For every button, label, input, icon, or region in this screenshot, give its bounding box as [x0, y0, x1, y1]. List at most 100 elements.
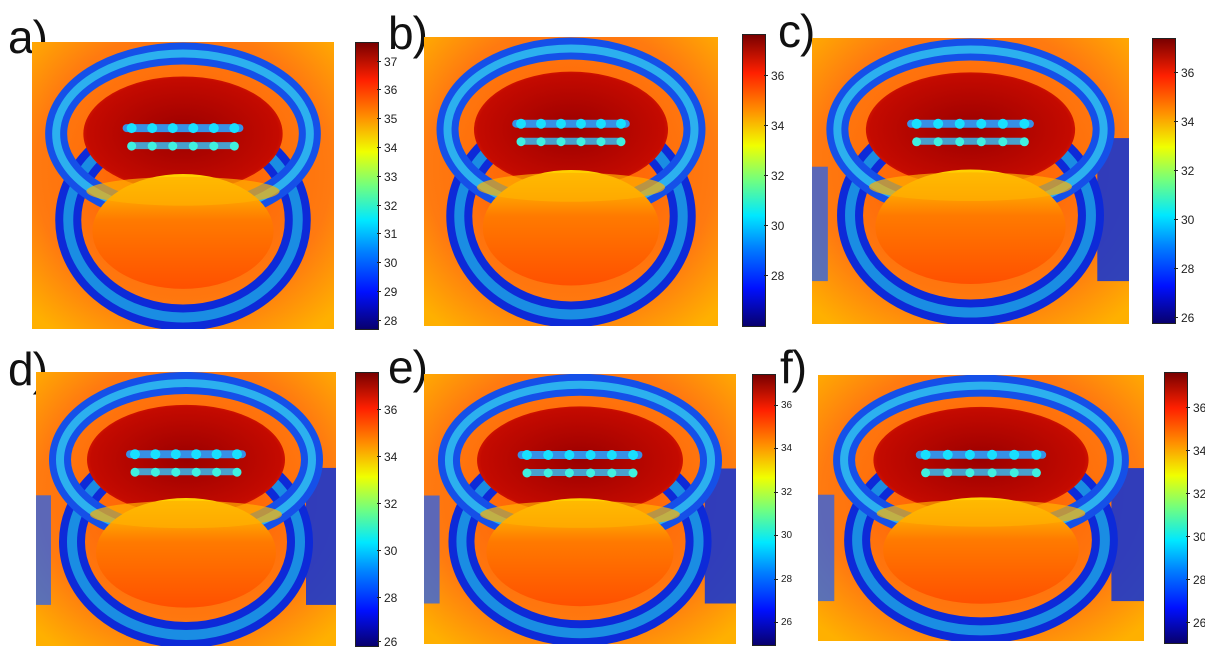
colorbar-a-tick: 35 — [376, 112, 398, 126]
bracket — [536, 118, 547, 129]
panel-label-f: f) — [780, 341, 807, 393]
bracket — [147, 123, 158, 134]
colorbar-d-tick: 26 — [376, 635, 398, 649]
colorbar-e-tick: 28 — [773, 574, 793, 585]
bracket — [955, 137, 965, 147]
bracket — [232, 467, 242, 477]
bracket — [556, 118, 567, 129]
colorbar-c-tick: 32 — [1173, 164, 1195, 178]
lip-edge — [480, 500, 680, 528]
thermal-image-c — [812, 38, 1129, 324]
bracket — [211, 449, 222, 460]
mouth-cavity — [87, 404, 285, 515]
archwire-upper — [122, 124, 244, 133]
bracket — [170, 449, 181, 460]
bracket — [576, 137, 586, 147]
colorbar-f-tick: 32 — [1185, 487, 1205, 501]
bracket — [208, 123, 219, 134]
panel-label-c: c) — [778, 5, 815, 57]
bracket — [150, 467, 160, 477]
bracket — [911, 118, 922, 129]
bracket — [575, 118, 586, 129]
thermal-drawing — [424, 37, 718, 326]
bracket — [1031, 468, 1041, 478]
lip-edge — [90, 500, 282, 529]
bracket — [188, 141, 198, 151]
colorbar-a-tick: 37 — [376, 55, 398, 69]
mouth-cavity — [477, 406, 683, 515]
bracket — [536, 137, 546, 147]
bracket — [606, 450, 617, 460]
colorbar-b-tick: 30 — [763, 219, 785, 233]
bracket — [516, 137, 526, 147]
colorbar-c — [1152, 38, 1176, 324]
bracket — [976, 118, 987, 129]
colorbar-c-tick: 28 — [1173, 262, 1195, 276]
bracket — [616, 137, 626, 147]
colorbar-d — [355, 372, 379, 647]
colorbar-c-tick: 36 — [1173, 66, 1195, 80]
colorbar-a-tick: 31 — [376, 227, 398, 241]
colorbar-f-tick: 36 — [1185, 401, 1205, 415]
bracket — [150, 449, 161, 460]
bracket — [1009, 468, 1019, 478]
colorbar-c-tick: 26 — [1173, 311, 1195, 325]
thermal-image-b — [424, 37, 718, 326]
bracket — [1019, 118, 1030, 129]
thermal-image-a — [32, 42, 334, 329]
archwire-upper — [517, 451, 643, 459]
colorbar-e-tick: 32 — [773, 487, 793, 498]
bracket — [987, 449, 998, 460]
archwire-lower — [132, 468, 240, 476]
bracket — [168, 141, 178, 151]
bracket — [965, 468, 975, 478]
thermal-drawing — [812, 38, 1129, 324]
bracket — [596, 137, 606, 147]
colorbar-f-tick: 30 — [1185, 530, 1205, 544]
bracket — [976, 137, 986, 147]
colorbar-d-tick: 28 — [376, 591, 398, 605]
bracket — [522, 468, 532, 478]
bracket — [212, 467, 222, 477]
thermal-drawing — [32, 42, 334, 329]
thermal-drawing — [424, 374, 736, 644]
lip-edge — [476, 172, 666, 202]
colorbar-d-tick: 32 — [376, 497, 398, 511]
colorbar-a-tick: 34 — [376, 141, 398, 155]
archwire-upper — [126, 450, 246, 459]
archwire-lower — [913, 137, 1028, 145]
cool-edge-left — [818, 494, 835, 602]
thermal-image-e — [424, 374, 736, 644]
bracket — [997, 118, 1008, 129]
bracket — [942, 449, 953, 460]
colorbar-e-tick: 26 — [773, 617, 793, 628]
colorbar-a — [355, 42, 379, 330]
bracket — [556, 137, 566, 147]
bracket — [943, 468, 953, 478]
bracket — [933, 137, 943, 147]
cool-edge-left — [812, 166, 828, 282]
bracket — [516, 118, 527, 129]
bracket — [912, 137, 922, 147]
thermal-drawing — [36, 372, 336, 646]
bracket — [209, 141, 219, 151]
bracket — [167, 123, 178, 134]
cool-edge-left — [424, 495, 440, 604]
bracket — [564, 468, 574, 478]
cool-edge-left — [36, 495, 51, 605]
colorbar-f-tick: 28 — [1185, 573, 1205, 587]
bracket — [628, 468, 638, 478]
bracket — [229, 123, 240, 134]
colorbar-d-tick: 36 — [376, 403, 398, 417]
colorbar-c-tick: 34 — [1173, 115, 1195, 129]
archwire-lower — [523, 469, 637, 476]
panel-label-b: b) — [388, 7, 428, 59]
mouth-cavity — [83, 76, 283, 192]
colorbar-f-tick: 26 — [1185, 616, 1205, 630]
colorbar-a-tick: 36 — [376, 83, 398, 97]
colorbar-e-tick: 30 — [773, 530, 793, 541]
colorbar-e-tick: 36 — [773, 400, 793, 411]
bracket — [130, 449, 140, 460]
colorbar-e — [752, 374, 776, 646]
bracket — [126, 123, 137, 134]
